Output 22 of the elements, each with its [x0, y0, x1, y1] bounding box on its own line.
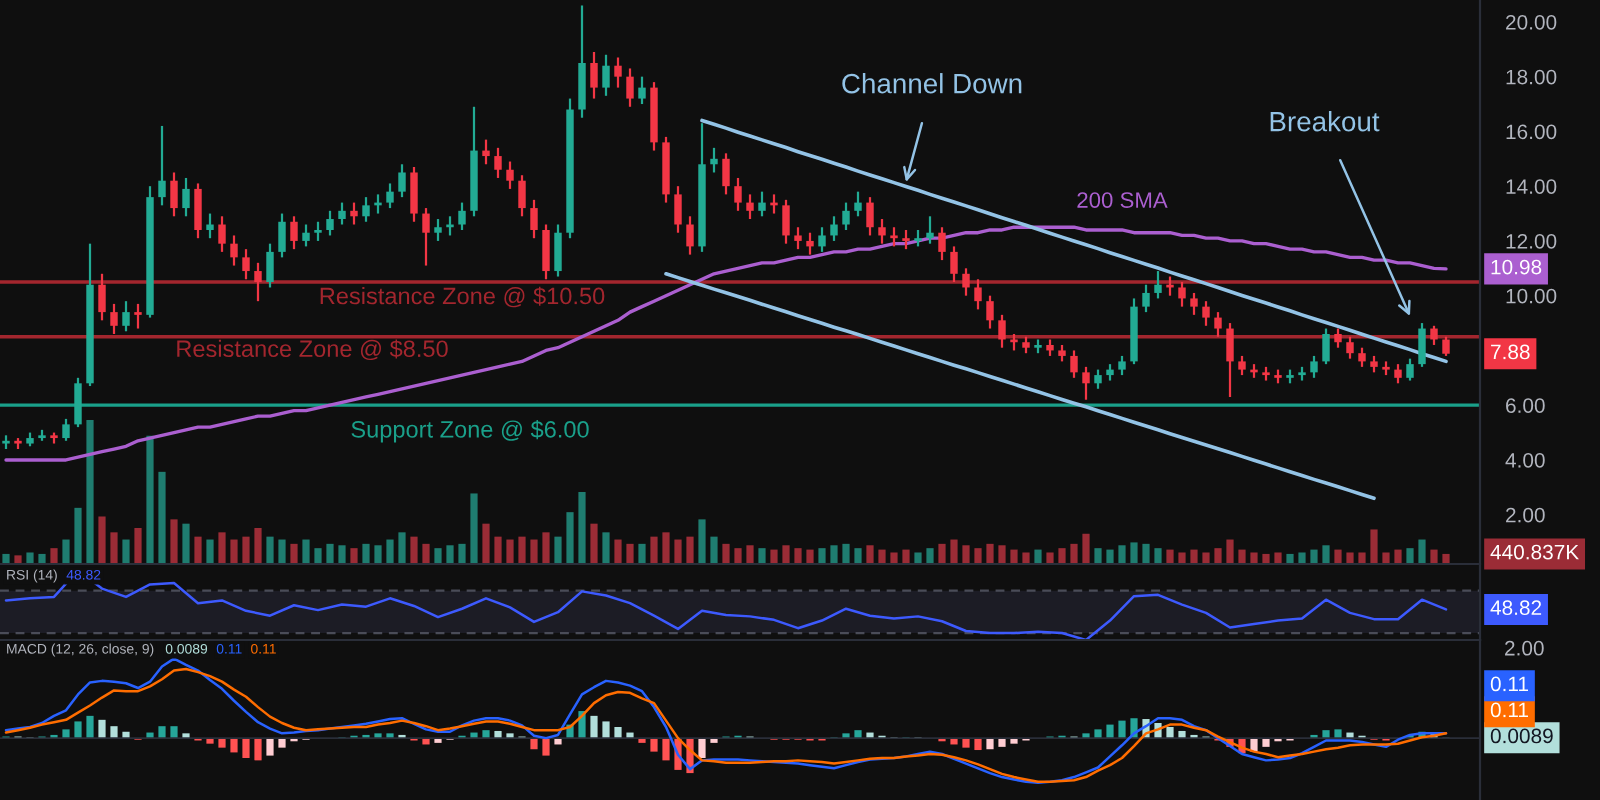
- y-tick-label: 2.00: [1506, 507, 1545, 523]
- y-tick-label: 14.00: [1506, 179, 1557, 194]
- text: 0.11: [1490, 676, 1528, 692]
- text: 0.0089: [1490, 728, 1553, 744]
- y-tick-label: 4.00: [1505, 452, 1545, 468]
- ref-line-label: Resistance Zone @ $10.50: [320, 286, 605, 308]
- y-tick-label: 20.00: [1506, 14, 1557, 30]
- text: 10.98: [1491, 259, 1542, 275]
- text: 440.837K: [1490, 544, 1579, 560]
- y-tick-label: 12.00: [1506, 233, 1557, 249]
- ref-line-label: Resistance Zone @ $8.50: [177, 339, 448, 361]
- text: 7.88: [1491, 344, 1530, 360]
- ref-line-label: Support Zone @ $6.00: [351, 420, 589, 443]
- series-label: 200 SMA: [1077, 192, 1168, 208]
- annotation: Channel Down: [842, 73, 1022, 94]
- y-tick-label: 16.00: [1506, 124, 1557, 140]
- text: 0.11: [1490, 702, 1528, 718]
- text: 48.82: [1490, 600, 1542, 616]
- y-tick-label: 10.00: [1506, 288, 1557, 304]
- y-tick-label: 18.00: [1506, 69, 1557, 85]
- annotation: Breakout: [1270, 111, 1380, 132]
- y-tick-label: 6.00: [1506, 398, 1545, 413]
